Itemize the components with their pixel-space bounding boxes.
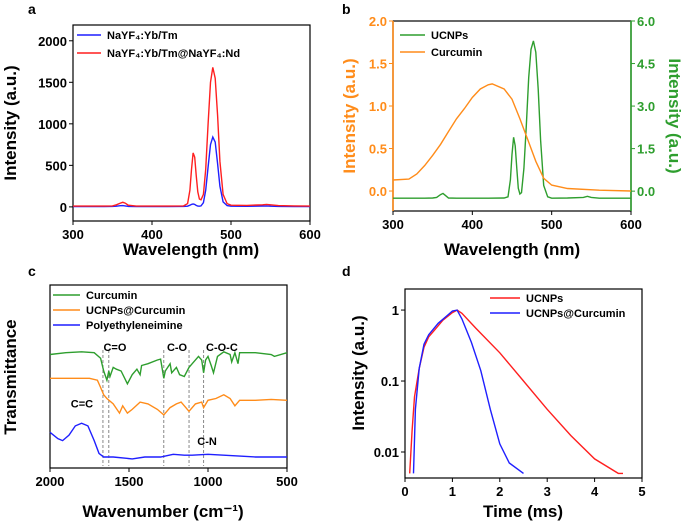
legend-label: UCNPs bbox=[431, 30, 468, 42]
x-tick-label: 500 bbox=[276, 474, 298, 489]
panel-label-d: d bbox=[342, 263, 351, 279]
x-tick-label: 0 bbox=[401, 484, 408, 499]
peak-annotation: C=O bbox=[103, 342, 126, 354]
x-tick-label: 500 bbox=[220, 227, 242, 242]
y-tick-label: 2.0 bbox=[369, 14, 387, 29]
series-line-0 bbox=[73, 135, 310, 208]
series-line-2 bbox=[49, 422, 287, 460]
x-tick-label: 2000 bbox=[36, 474, 65, 489]
plot-frame bbox=[392, 20, 632, 212]
series-line-1 bbox=[392, 83, 632, 192]
y-tick-label: 0.0 bbox=[369, 184, 387, 199]
peak-annotation: C-O-C bbox=[206, 342, 238, 354]
panel-label-c: c bbox=[28, 263, 36, 279]
series-line-1 bbox=[73, 67, 311, 207]
series-line-1 bbox=[50, 377, 288, 416]
legend-label: Curcumin bbox=[431, 47, 483, 59]
x-tick-label: 5 bbox=[638, 484, 645, 499]
legend-label: UCNPs@Curcumin bbox=[86, 305, 186, 317]
y-tick-label: 500 bbox=[45, 158, 67, 173]
x-tick-label: 2 bbox=[496, 484, 503, 499]
x-tick-label: 500 bbox=[541, 217, 563, 232]
y-axis-title: Intensity (a.u.) bbox=[665, 58, 684, 173]
y-tick-label: 0 bbox=[60, 200, 67, 215]
series-line-1 bbox=[412, 309, 524, 474]
y-axis-title: Intensity (a.u.) bbox=[1, 65, 20, 180]
y-axis-title: Intensity (a.u.) bbox=[349, 315, 368, 430]
y-tick-label: 0.5 bbox=[369, 142, 387, 157]
legend-label: NaYF₄:Yb/Tm bbox=[107, 30, 178, 42]
y-axis-title: Transmittance bbox=[1, 319, 20, 434]
x-tick-label: 1 bbox=[449, 484, 456, 499]
legend-label: Polyethyleneimine bbox=[86, 320, 183, 332]
x-tick-label: 1500 bbox=[115, 474, 144, 489]
x-tick-label: 600 bbox=[620, 217, 642, 232]
panel-label-b: b bbox=[342, 1, 351, 17]
y-tick-label: 1500 bbox=[38, 75, 67, 90]
x-tick-label: 600 bbox=[299, 227, 321, 242]
x-axis-title: Wavelength (nm) bbox=[444, 240, 580, 259]
series-line-0 bbox=[49, 350, 288, 386]
x-tick-label: 300 bbox=[382, 217, 404, 232]
x-axis-title: Time (ms) bbox=[483, 502, 563, 521]
x-tick-label: 400 bbox=[461, 217, 483, 232]
y-tick-label: 0.01 bbox=[374, 445, 399, 460]
y-tick-label: 6.0 bbox=[637, 14, 655, 29]
series-line-0 bbox=[393, 40, 631, 199]
y-tick-label: 1.0 bbox=[369, 99, 387, 114]
x-tick-label: 1000 bbox=[194, 474, 223, 489]
x-tick-label: 4 bbox=[591, 484, 599, 499]
y-tick-label: 1.5 bbox=[369, 57, 387, 72]
y-tick-label: 2000 bbox=[38, 34, 67, 49]
y-axis-title: Intensity (a.u.) bbox=[340, 58, 359, 173]
y-tick-label: 1.5 bbox=[637, 142, 655, 157]
y-tick-label: 3.0 bbox=[637, 99, 655, 114]
x-tick-label: 3 bbox=[544, 484, 551, 499]
x-tick-label: 300 bbox=[62, 227, 84, 242]
legend-label: NaYF₄:Yb/Tm@NaYF₄:Nd bbox=[107, 48, 240, 60]
plot-frame bbox=[404, 288, 643, 479]
legend-label: UCNPs bbox=[526, 293, 563, 305]
panel-label-a: a bbox=[28, 1, 36, 17]
y-tick-label: 1000 bbox=[38, 117, 67, 132]
plot-frame bbox=[49, 284, 288, 469]
peak-annotation: C-N bbox=[197, 436, 217, 448]
x-axis-title: Wavelength (nm) bbox=[123, 240, 259, 259]
y-tick-label: 1 bbox=[392, 303, 399, 318]
peak-annotation: C=C bbox=[71, 399, 93, 411]
y-tick-label: 4.5 bbox=[637, 57, 655, 72]
legend-label: Curcumin bbox=[86, 290, 138, 302]
peak-annotation: C-O bbox=[167, 342, 188, 354]
x-axis-title: Wavenumber (cm⁻¹) bbox=[82, 502, 243, 521]
y-tick-label: 0.1 bbox=[381, 374, 399, 389]
series-line-0 bbox=[409, 309, 623, 475]
y-tick-label: 0.0 bbox=[637, 184, 655, 199]
x-tick-label: 400 bbox=[141, 227, 163, 242]
legend-label: UCNPs@Curcumin bbox=[526, 308, 626, 320]
plot-frame bbox=[72, 24, 311, 222]
